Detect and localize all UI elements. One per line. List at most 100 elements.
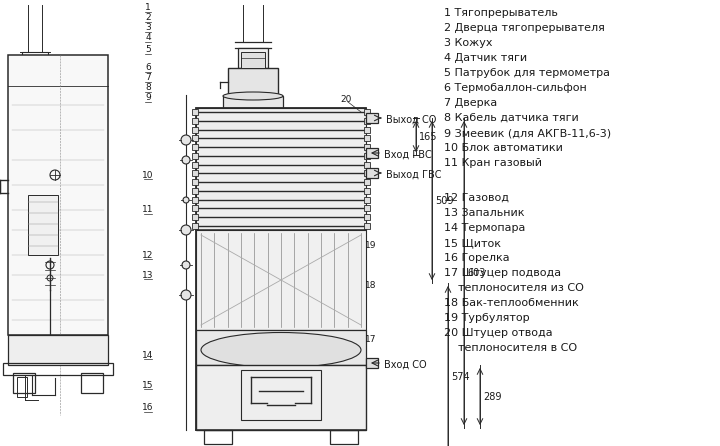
Circle shape <box>183 197 189 203</box>
Text: 7: 7 <box>145 74 151 83</box>
Text: 603: 603 <box>467 268 485 278</box>
Text: 9 Змеевик (для АКГВ-11,6-3): 9 Змеевик (для АКГВ-11,6-3) <box>444 128 611 138</box>
Bar <box>192 206 198 211</box>
Bar <box>196 108 366 230</box>
Text: теплоносителя из СО: теплоносителя из СО <box>444 283 584 293</box>
Bar <box>192 161 198 168</box>
Text: 5 Патрубок для термометра: 5 Патрубок для термометра <box>444 68 610 78</box>
Bar <box>192 197 198 202</box>
Bar <box>364 135 370 141</box>
Bar <box>366 168 378 178</box>
Bar <box>364 223 370 229</box>
Text: 13: 13 <box>143 271 154 280</box>
Text: 14 Термопара: 14 Термопара <box>444 223 526 233</box>
Bar <box>196 365 366 430</box>
Bar <box>192 135 198 141</box>
Bar <box>330 430 358 444</box>
Text: 1: 1 <box>145 4 151 12</box>
Bar <box>15 58 55 86</box>
Text: 19: 19 <box>365 240 377 249</box>
Bar <box>364 197 370 202</box>
Text: 19 Турбулятор: 19 Турбулятор <box>444 313 530 323</box>
Bar <box>204 430 232 444</box>
Bar <box>13 373 35 393</box>
Text: 16 Горелка: 16 Горелка <box>444 253 510 263</box>
Bar <box>364 214 370 220</box>
Bar <box>364 161 370 168</box>
Text: Выход ГВС: Выход ГВС <box>386 170 441 180</box>
Text: 4 Датчик тяги: 4 Датчик тяги <box>444 53 527 63</box>
Bar <box>192 109 198 115</box>
Text: 10: 10 <box>143 170 154 179</box>
Text: 2 Дверца тягопрерывателя: 2 Дверца тягопрерывателя <box>444 23 605 33</box>
Bar <box>366 358 378 368</box>
Text: 8 Кабель датчика тяги: 8 Кабель датчика тяги <box>444 113 579 123</box>
Bar <box>241 370 321 420</box>
Text: 6: 6 <box>145 63 151 73</box>
Text: 6 Термобаллон-сильфон: 6 Термобаллон-сильфон <box>444 83 587 93</box>
Text: 18: 18 <box>365 281 377 289</box>
Text: теплоносителя в СО: теплоносителя в СО <box>444 343 577 353</box>
Bar <box>366 113 378 123</box>
Text: Выход СО: Выход СО <box>386 115 436 125</box>
Text: 8: 8 <box>145 83 151 92</box>
Bar <box>223 96 283 111</box>
Text: 5: 5 <box>145 45 151 54</box>
Text: 18 Бак-теплообменник: 18 Бак-теплообменник <box>444 298 579 308</box>
Bar <box>192 214 198 220</box>
Bar <box>241 52 265 68</box>
Bar <box>3 363 113 375</box>
Circle shape <box>181 290 191 300</box>
Text: 15 Щиток: 15 Щиток <box>444 238 501 248</box>
Text: 10 Блок автоматики: 10 Блок автоматики <box>444 143 563 153</box>
Bar <box>192 188 198 194</box>
Text: Вход ГВС: Вход ГВС <box>384 150 432 160</box>
Text: 165: 165 <box>419 132 438 141</box>
Text: 7 Дверка: 7 Дверка <box>444 98 498 108</box>
Text: 11: 11 <box>143 206 154 215</box>
Bar <box>196 230 366 330</box>
Text: 16: 16 <box>143 404 154 413</box>
Text: 15: 15 <box>143 380 154 389</box>
Text: 574: 574 <box>451 372 469 382</box>
Ellipse shape <box>15 61 55 79</box>
Bar <box>192 118 198 124</box>
Bar <box>81 373 103 393</box>
Text: 14: 14 <box>143 351 153 359</box>
Bar <box>22 52 48 58</box>
Bar <box>192 223 198 229</box>
Bar <box>364 153 370 159</box>
Bar <box>8 55 108 335</box>
Bar <box>192 144 198 150</box>
Text: 3: 3 <box>145 24 151 33</box>
Text: 2: 2 <box>145 13 150 22</box>
Bar <box>238 48 268 68</box>
Bar <box>364 109 370 115</box>
Text: 1 Тягопрерыватель: 1 Тягопрерыватель <box>444 8 558 18</box>
Bar <box>366 148 378 158</box>
Bar <box>364 144 370 150</box>
Bar <box>192 170 198 176</box>
Text: 11 Кран газовый: 11 Кран газовый <box>444 158 542 168</box>
Ellipse shape <box>201 333 361 368</box>
Text: 17 Штуцер подвода: 17 Штуцер подвода <box>444 268 561 278</box>
Text: 289: 289 <box>483 392 502 401</box>
Bar <box>364 179 370 185</box>
Text: 12 Газовод: 12 Газовод <box>444 193 509 203</box>
Bar <box>196 108 366 430</box>
Text: 4: 4 <box>145 33 150 42</box>
Circle shape <box>181 225 191 235</box>
Bar <box>28 195 58 255</box>
Bar <box>8 335 108 365</box>
Text: 12: 12 <box>143 251 153 260</box>
Text: 20: 20 <box>341 95 351 104</box>
Text: 20 Штуцер отвода: 20 Штуцер отвода <box>444 328 553 338</box>
Bar <box>364 188 370 194</box>
Text: Вход СО: Вход СО <box>384 360 427 370</box>
Bar <box>192 153 198 159</box>
Bar <box>364 170 370 176</box>
Text: 17: 17 <box>365 335 377 344</box>
Text: 9: 9 <box>145 94 151 103</box>
Bar <box>364 206 370 211</box>
Circle shape <box>182 261 190 269</box>
